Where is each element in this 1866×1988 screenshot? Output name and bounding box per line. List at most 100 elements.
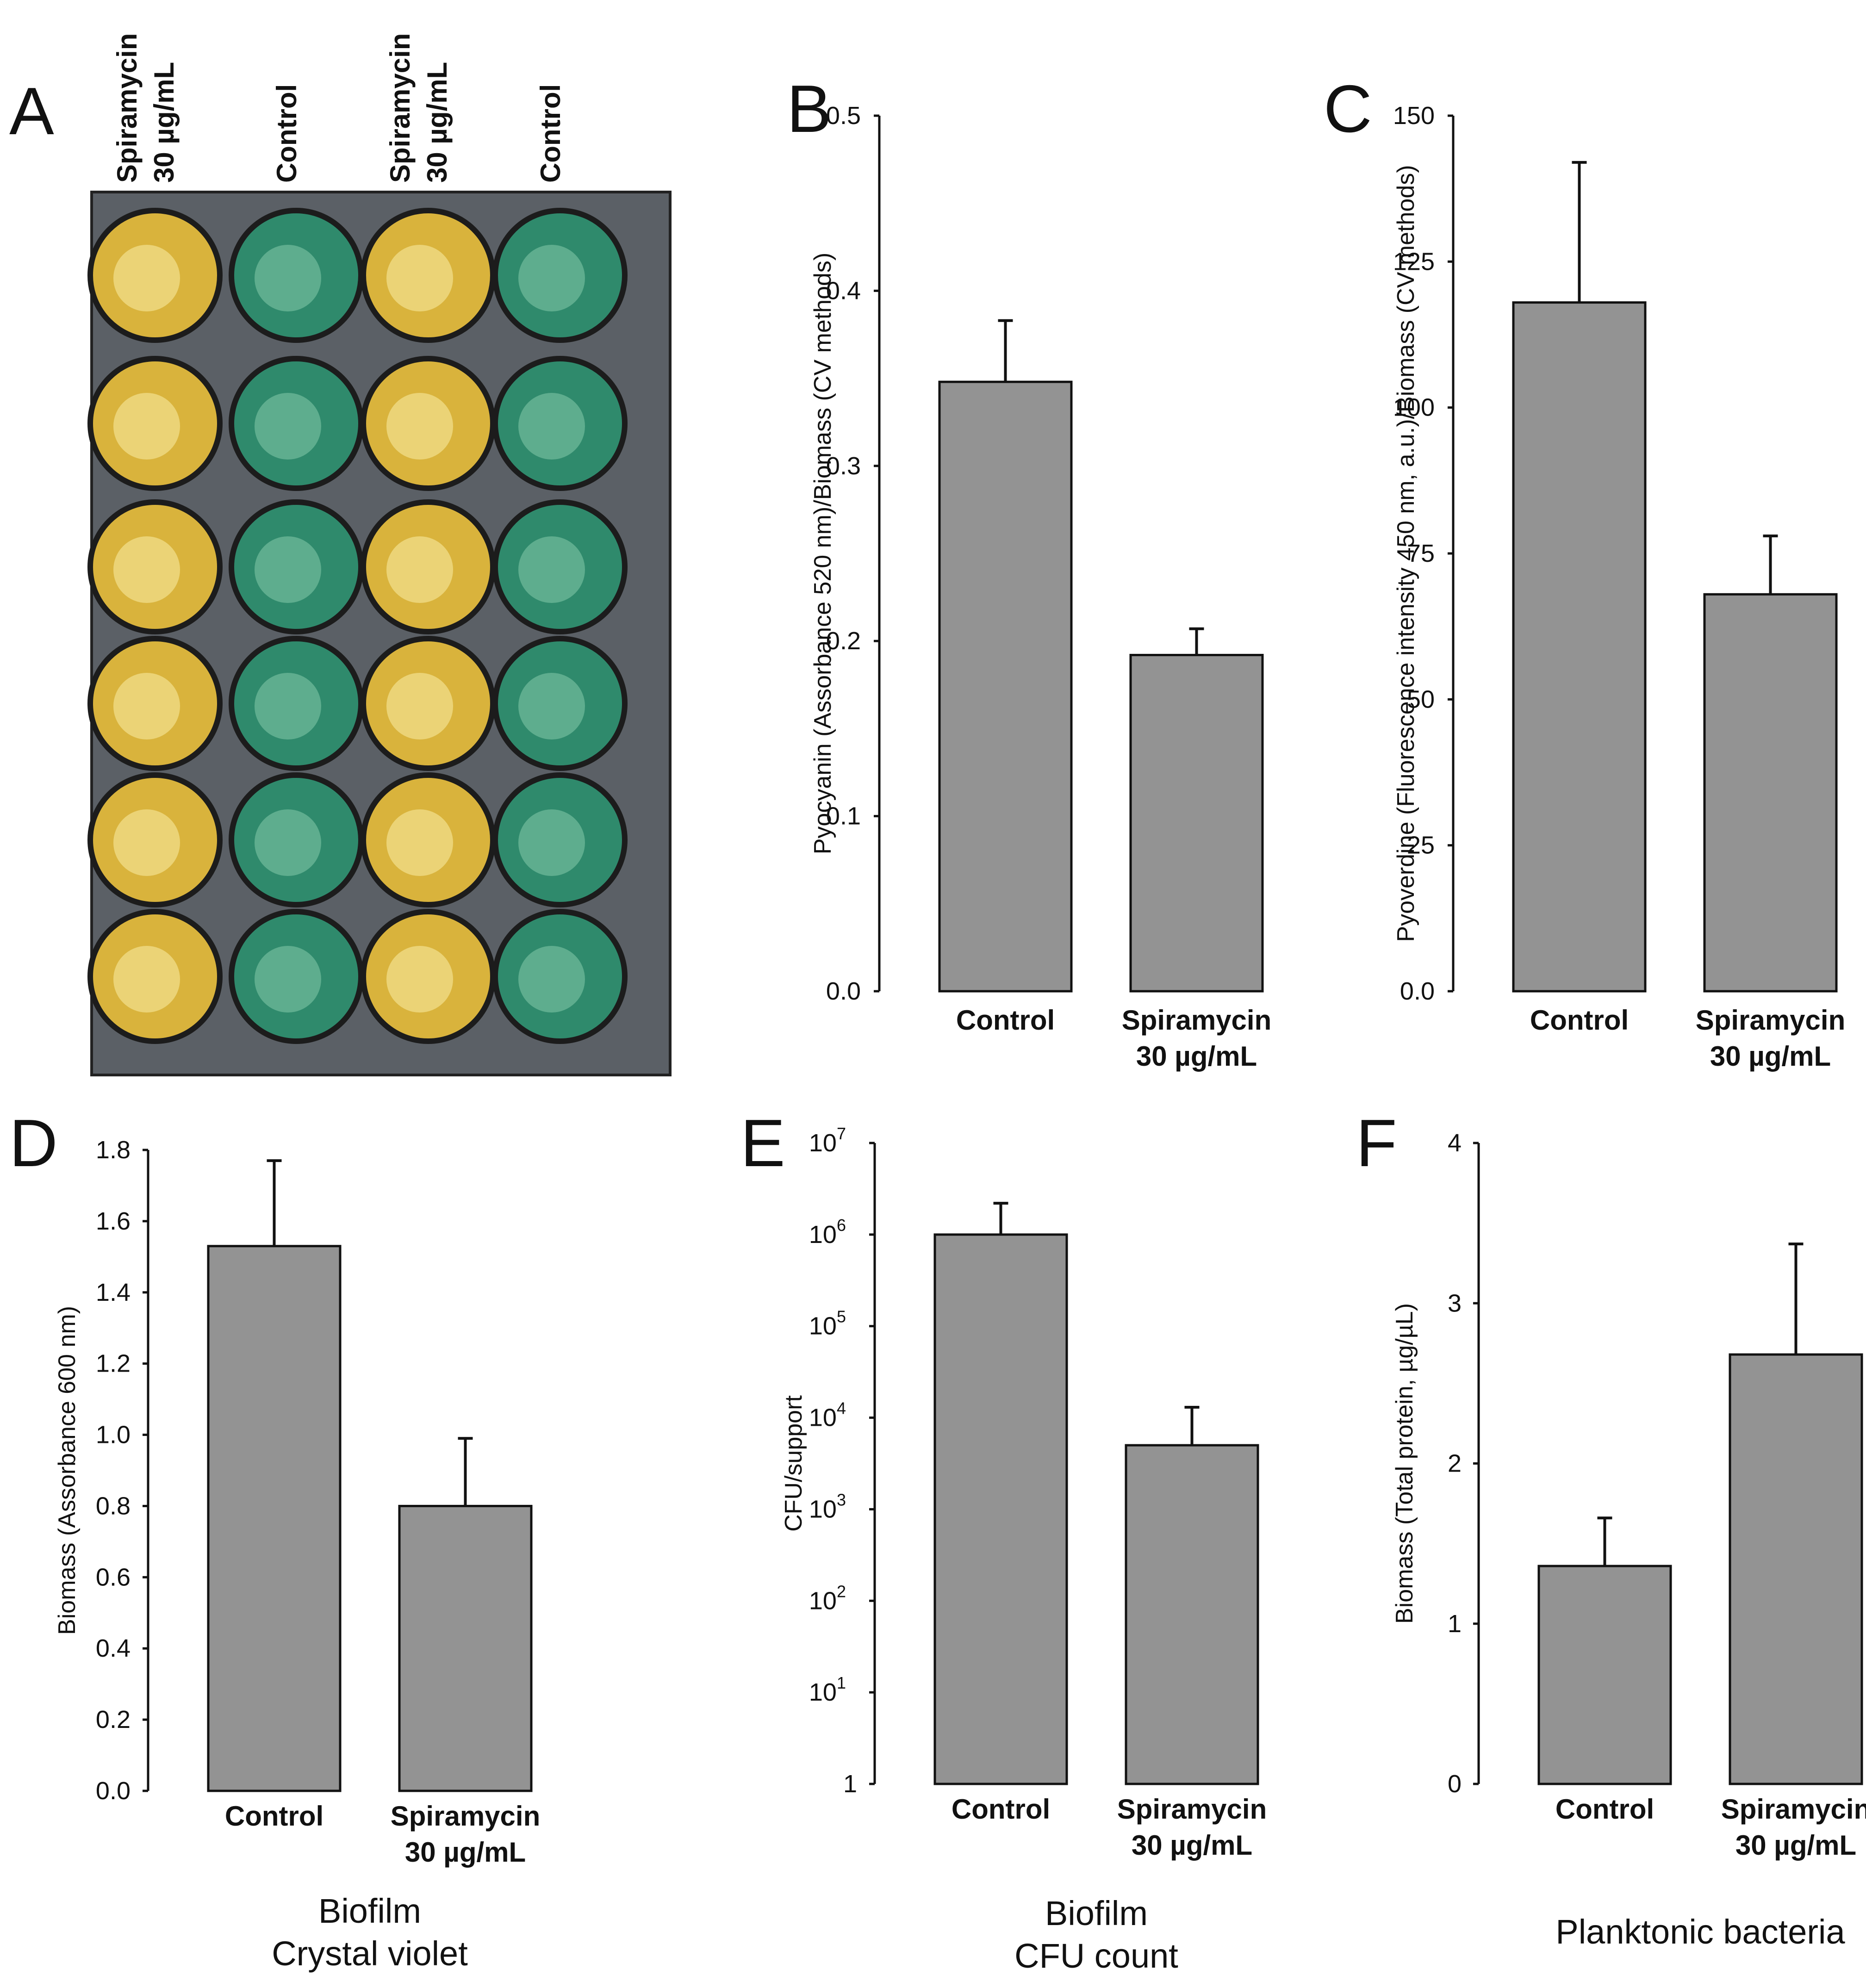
category-label-line: 30 µg/mL bbox=[1136, 1041, 1257, 1072]
panel-letter-a: A bbox=[9, 74, 54, 149]
y-tick-label: 1.8 bbox=[96, 1136, 131, 1164]
plate-well-center bbox=[386, 946, 453, 1013]
panel-c-pyoverdine-chart: C 0.0 25 50 75 100 125 150 Pyoverdine (Fluoresce… bbox=[1324, 71, 1845, 1072]
category-label-line: 30 µg/mL bbox=[1710, 1041, 1831, 1072]
category-label-line: 30 µg/mL bbox=[405, 1837, 526, 1868]
panel-e-cfu-chart: E1101102103104105106107CFU/supportContro… bbox=[740, 1106, 1267, 1975]
y-tick-label: 0.3 bbox=[826, 452, 861, 480]
bar-control bbox=[207, 1245, 342, 1792]
y-axis-label: CFU/support bbox=[780, 1395, 807, 1532]
panel-a-plate-photo: A Spiramycin 30 µg/mL Control Spiramycin 30 µ… bbox=[9, 33, 672, 1076]
plate-well-center bbox=[518, 946, 585, 1013]
plate-well-center bbox=[518, 809, 585, 876]
chart-caption-line: Biofilm bbox=[318, 1892, 421, 1930]
panel-letter-b: B bbox=[787, 71, 832, 146]
plate-well-center bbox=[113, 809, 180, 876]
y-tick-label: 0.2 bbox=[826, 627, 861, 655]
chart-caption: Biofilm Crystal violet bbox=[272, 1892, 468, 1973]
y-tick-label: 0.2 bbox=[96, 1706, 131, 1733]
y-tick-label: 102 bbox=[809, 1582, 846, 1615]
y-tick-label: 0.6 bbox=[96, 1563, 131, 1591]
panel-letter-d: D bbox=[9, 1106, 58, 1180]
panel-letter-f: F bbox=[1356, 1106, 1397, 1180]
plate-well-center bbox=[386, 536, 453, 603]
y-tick-exponent: 4 bbox=[837, 1399, 846, 1418]
y-tick-label: 25 bbox=[1407, 832, 1435, 859]
plate-well-center bbox=[255, 536, 321, 603]
y-tick-exponent: 3 bbox=[837, 1490, 846, 1509]
y-tick-exponent: 5 bbox=[837, 1307, 846, 1326]
y-tick-label: 4 bbox=[1448, 1129, 1462, 1157]
category-label: Control bbox=[1530, 1005, 1629, 1036]
chart-caption: Biofilm CFU count bbox=[1014, 1894, 1178, 1975]
plate-column-label-line1: Spiramycin bbox=[112, 33, 143, 183]
y-tick-label: 75 bbox=[1407, 540, 1435, 567]
chart-caption-line: CFU count bbox=[1014, 1937, 1178, 1975]
y-tick-exponent: 6 bbox=[837, 1216, 846, 1235]
y-tick-label: 107 bbox=[809, 1124, 846, 1157]
y-tick-label: 101 bbox=[809, 1673, 846, 1706]
category-label: Control bbox=[1555, 1794, 1654, 1825]
y-tick-label: 1.6 bbox=[96, 1207, 131, 1235]
plate-column-label-line2: 30 µg/mL bbox=[149, 62, 180, 183]
panel-letter-c: C bbox=[1324, 71, 1372, 146]
y-tick-label: 104 bbox=[809, 1399, 846, 1432]
category-label-line: Control bbox=[1555, 1794, 1654, 1825]
plate-well-center bbox=[255, 673, 321, 739]
y-tick-label: 105 bbox=[809, 1307, 846, 1340]
plate-well-center bbox=[518, 393, 585, 460]
plate-column-label: Spiramycin 30 µg/mL bbox=[112, 33, 180, 183]
plate-well-center bbox=[386, 673, 453, 739]
category-label: Control bbox=[952, 1794, 1050, 1825]
panel-letter-e: E bbox=[740, 1106, 785, 1180]
y-tick-label: 1.2 bbox=[96, 1350, 131, 1378]
category-label: Spiramycin 30 µg/mL bbox=[391, 1801, 540, 1868]
y-tick-label: 1.0 bbox=[96, 1421, 131, 1449]
category-label-line: 30 µg/mL bbox=[1735, 1830, 1856, 1861]
y-tick-label: 0.8 bbox=[96, 1492, 131, 1520]
chart-caption-line: Planktonic bacteria bbox=[1555, 1913, 1845, 1951]
category-label: Spiramycin 30 µg/mL bbox=[1721, 1794, 1866, 1861]
bar-spiramycin bbox=[1703, 593, 1838, 993]
plate-well-center bbox=[255, 393, 321, 460]
y-tick-exponent: 2 bbox=[837, 1582, 846, 1601]
y-tick-label: 2 bbox=[1448, 1450, 1462, 1478]
plate-well-center bbox=[113, 673, 180, 739]
category-label: Control bbox=[956, 1005, 1055, 1036]
category-label-line: Control bbox=[952, 1794, 1050, 1825]
y-tick-label: 0.0 bbox=[1400, 977, 1435, 1005]
plate-well-center bbox=[518, 536, 585, 603]
y-tick-label: 0.4 bbox=[96, 1634, 131, 1662]
plate-well-center bbox=[386, 393, 453, 460]
category-label-line: Spiramycin bbox=[1696, 1005, 1845, 1036]
y-tick-label: 0.0 bbox=[826, 977, 861, 1005]
category-label-line: 30 µg/mL bbox=[1132, 1830, 1252, 1861]
category-label: Spiramycin 30 µg/mL bbox=[1122, 1005, 1271, 1072]
plate-well-center bbox=[113, 536, 180, 603]
plate-well-center bbox=[113, 393, 180, 460]
plate-well-center bbox=[386, 245, 453, 311]
plate-column-label-line1: Control bbox=[271, 84, 302, 183]
bar-control bbox=[938, 380, 1073, 993]
category-label-line: Spiramycin bbox=[1122, 1005, 1271, 1036]
y-axis-label: Biomass (Assorbance 600 nm) bbox=[54, 1306, 81, 1635]
y-tick-label: 1 bbox=[1448, 1610, 1462, 1638]
category-label-line: Spiramycin bbox=[1117, 1794, 1267, 1825]
y-tick-label: 0.5 bbox=[826, 102, 861, 130]
y-tick-label: 103 bbox=[809, 1490, 846, 1523]
chart-caption-line: Biofilm bbox=[1045, 1894, 1148, 1932]
category-label: Control bbox=[225, 1801, 323, 1832]
y-tick-label: 150 bbox=[1393, 102, 1435, 130]
plate-column-label-line1: Control bbox=[535, 84, 566, 183]
category-label-line: Control bbox=[1530, 1005, 1629, 1036]
y-tick-label: 1.4 bbox=[96, 1279, 131, 1306]
category-label: Spiramycin 30 µg/mL bbox=[1117, 1794, 1267, 1861]
panel-f-planktonic-chart: F 0 1 2 3 4 Biomass (Total protein, µg/µL) Cont… bbox=[1356, 1106, 1866, 1951]
plate-well-center bbox=[255, 809, 321, 876]
category-label-line: Spiramycin bbox=[391, 1801, 540, 1832]
y-tick-label: 1 bbox=[843, 1770, 857, 1798]
category-label-line: Control bbox=[225, 1801, 323, 1832]
y-axis-label: Biomass (Total protein, µg/µL) bbox=[1391, 1303, 1418, 1624]
bar-spiramycin bbox=[1729, 1353, 1863, 1785]
y-axis-label: Pyocyanin (Assorbance 520 nm)/Biomass (C… bbox=[809, 253, 836, 855]
